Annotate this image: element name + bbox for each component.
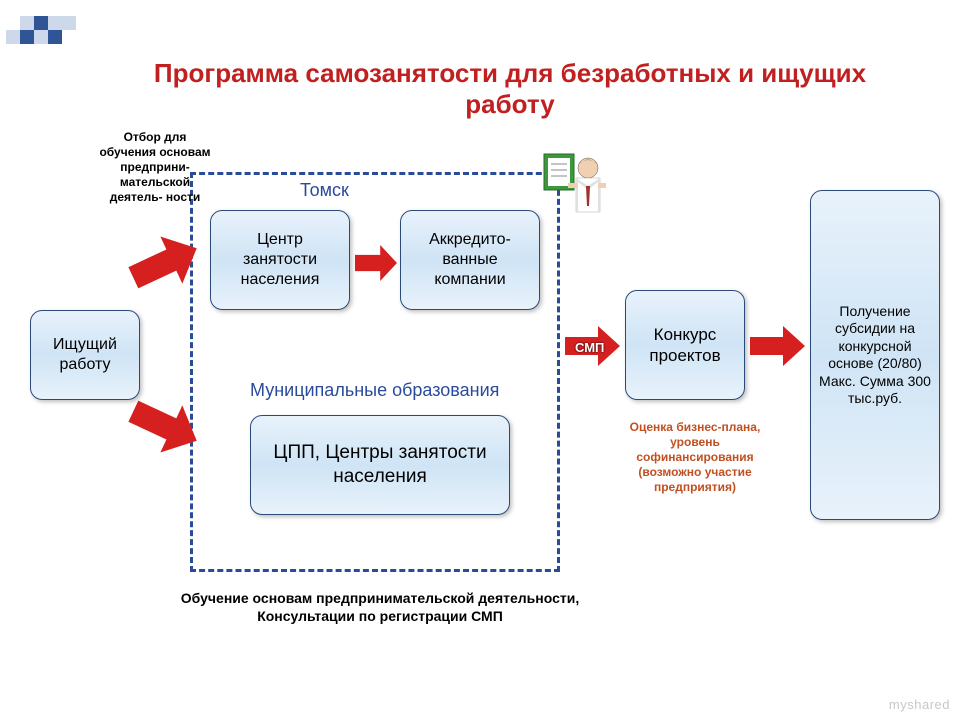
- smp-label: СМП: [575, 340, 604, 355]
- node-cpp: ЦПП, Центры занятости населения: [250, 415, 510, 515]
- node-subsidy: Получение субсидии на конкурсной основе …: [810, 190, 940, 520]
- page-title: Программа самозанятости для безработных …: [120, 58, 900, 120]
- watermark: myshared: [889, 697, 950, 712]
- section-label-municipal: Муниципальные образования: [250, 380, 499, 401]
- node-accredited-companies: Аккредито- ванные компании: [400, 210, 540, 310]
- node-employment-center: Центр занятости населения: [210, 210, 350, 310]
- caption-evaluation: Оценка бизнес-плана, уровень софинансиро…: [610, 420, 780, 495]
- node-job-seeker: Ищущий работу: [30, 310, 140, 400]
- section-label-tomsk: Томск: [300, 180, 349, 201]
- person-with-board-icon: [540, 150, 610, 230]
- arrow-to-subsidy: [750, 326, 805, 366]
- caption-selection: Отбор для обучения основам предприни- ма…: [95, 130, 215, 205]
- arrow-center-to-accred: [355, 245, 397, 281]
- caption-training: Обучение основам предпринимательской дея…: [180, 590, 580, 625]
- node-project-contest: Конкурс проектов: [625, 290, 745, 400]
- corner-decoration: [6, 6, 96, 66]
